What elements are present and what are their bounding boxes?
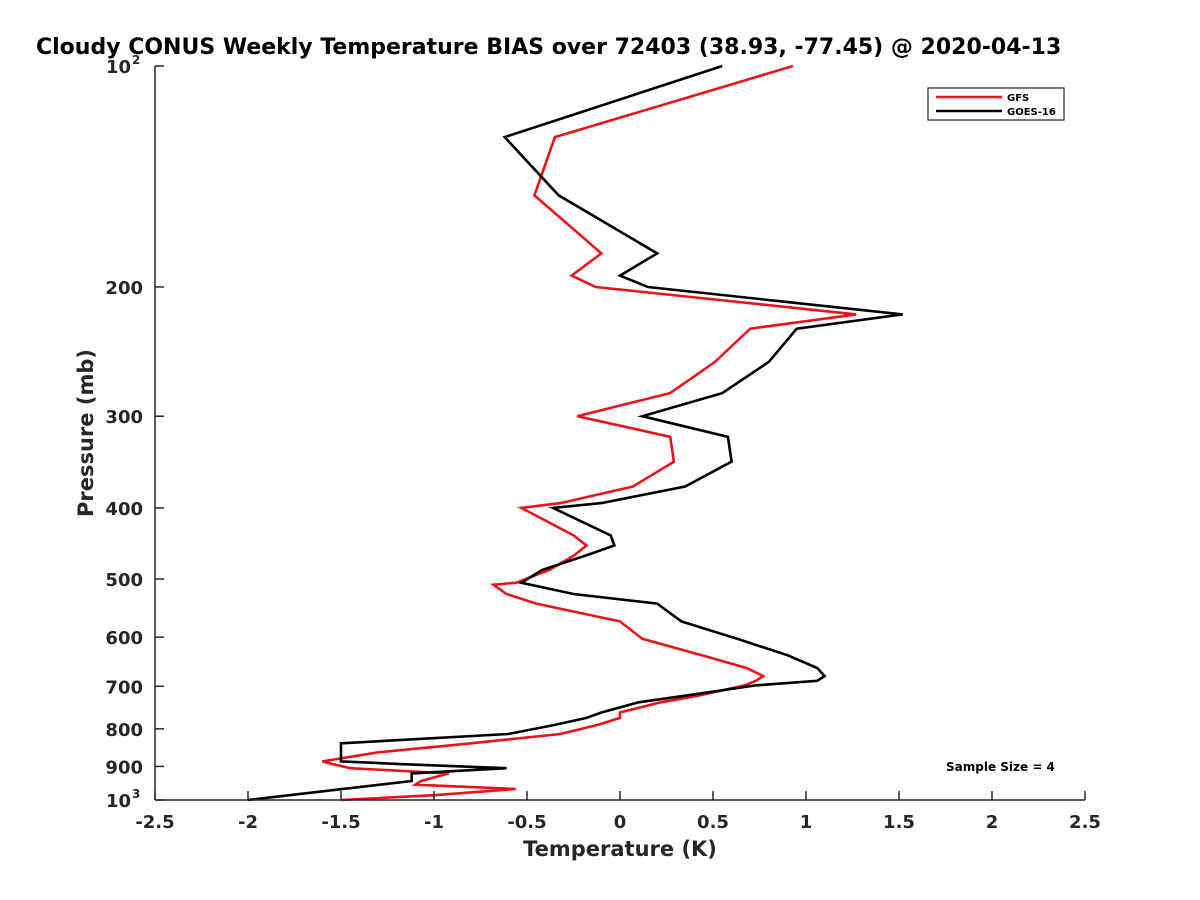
y-tick-label: 400 xyxy=(105,499,143,520)
series-line-gfs xyxy=(322,64,857,802)
x-tick-label: -1.5 xyxy=(321,812,360,833)
y-tick-exponent: 3 xyxy=(132,787,140,801)
y-tick-label: 600 xyxy=(105,628,143,649)
series-layer xyxy=(247,64,903,802)
x-tick-label: 2.5 xyxy=(1069,812,1101,833)
legend: GFS GOES-16 xyxy=(927,87,1065,121)
y-tick-label: 900 xyxy=(105,757,143,778)
y-axis-label: Pressure (mb) xyxy=(74,349,98,517)
x-tick-label: -1 xyxy=(424,812,444,833)
y-tick-label: 200 xyxy=(105,278,143,299)
y-tick-label: 10 xyxy=(106,791,131,812)
y-tick-label: 800 xyxy=(105,720,143,741)
legend-label-gfs: GFS xyxy=(1007,93,1029,104)
x-tick-label: 1 xyxy=(800,812,813,833)
x-tick-label: 1.5 xyxy=(883,812,915,833)
x-tick-label: 2 xyxy=(986,812,999,833)
x-tick-label: 0.5 xyxy=(697,812,729,833)
x-axis-label: Temperature (K) xyxy=(523,837,717,861)
legend-box xyxy=(927,87,1065,121)
x-tick-label: -2 xyxy=(238,812,258,833)
y-tick-label: 700 xyxy=(105,677,143,698)
chart-title: Cloudy CONUS Weekly Temperature BIAS ove… xyxy=(36,35,1061,60)
y-tick-label: 10 xyxy=(106,57,131,78)
sample-size-note: Sample Size = 4 xyxy=(946,760,1055,774)
axes-layer: -2.5 -2 -1.5 -1 -0.5 0 0.5 1 1.5 2 2.510 2200300400… xyxy=(105,53,1101,833)
y-tick-label: 300 xyxy=(105,407,143,428)
y-tick-exponent: 2 xyxy=(132,53,140,67)
series-line-goes16 xyxy=(247,64,903,802)
y-tick-label: 500 xyxy=(105,570,143,591)
x-tick-label: -2.5 xyxy=(135,812,174,833)
x-tick-label: -0.5 xyxy=(507,812,546,833)
x-tick-label: 0 xyxy=(614,812,627,833)
legend-label-goes16: GOES-16 xyxy=(1007,107,1056,118)
